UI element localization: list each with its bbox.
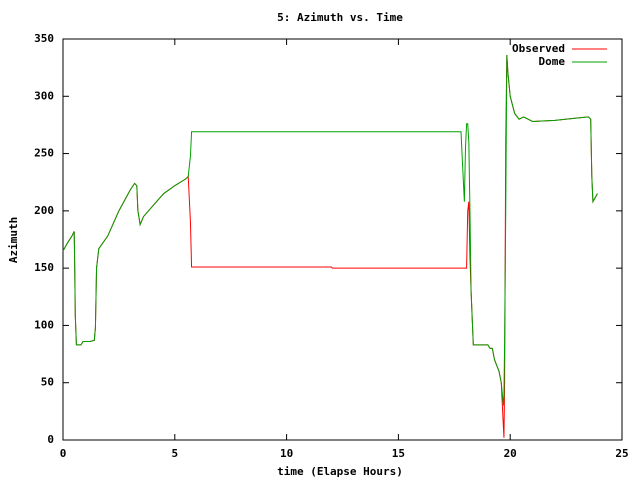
x-tick-label: 0 — [60, 447, 67, 460]
y-tick-label: 150 — [34, 261, 54, 274]
y-tick-label: 300 — [34, 89, 54, 102]
x-tick-label: 10 — [280, 447, 293, 460]
chart-title: 5: Azimuth vs. Time — [277, 11, 403, 24]
x-axis-label: time (Elapse Hours) — [277, 465, 403, 478]
y-tick-label: 200 — [34, 204, 54, 217]
x-tick-label: 5 — [171, 447, 178, 460]
y-tick-label: 0 — [47, 433, 54, 446]
x-tick-label: 15 — [392, 447, 405, 460]
y-axis-label: Azimuth — [7, 217, 20, 263]
plot-frame — [62, 38, 623, 441]
y-tick-label: 50 — [41, 376, 54, 389]
y-tick-label: 350 — [34, 32, 54, 45]
y-tick-label: 250 — [34, 147, 54, 160]
y-tick-label: 100 — [34, 318, 54, 331]
data-line — [62, 55, 598, 406]
legend-label: Dome — [539, 55, 566, 68]
legend-label: Observed — [512, 42, 565, 55]
x-tick-label: 25 — [615, 447, 628, 460]
x-tick-label: 20 — [504, 447, 517, 460]
